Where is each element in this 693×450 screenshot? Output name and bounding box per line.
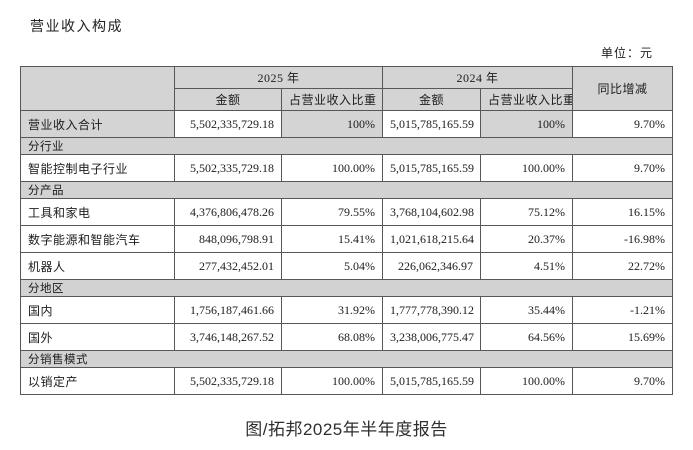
cell-amount-2024: 3,768,104,602.98 — [382, 198, 482, 226]
cell-amount-2025: 4,376,806,478.26 — [174, 198, 282, 226]
cell-ratio-2024: 20.37% — [480, 225, 574, 253]
section-row: 分地区 — [19, 279, 674, 297]
revenue-table-header: 2025 年 2024 年 同比增减 金额 占营业收入比重 金额 占营业收入比重 — [20, 66, 674, 111]
cell-amount-2024: 3,238,006,775.47 — [382, 323, 482, 351]
unit-label: 单位：元 — [600, 46, 653, 60]
cell-yoy: -1.21% — [572, 296, 674, 324]
row-label: 工具和家电 — [20, 198, 175, 226]
row-label: 营业收入合计 — [20, 110, 175, 138]
cell-ratio-2025: 68.08% — [280, 323, 384, 351]
table-row: 机器人 277,432,452.01 5.04% 226,062,346.97 4.51… — [20, 252, 674, 280]
section-row: 分行业 — [19, 137, 674, 155]
cell-amount-2024: 1,021,618,215.64 — [382, 225, 482, 253]
row-label: 国外 — [20, 323, 175, 351]
cell-ratio-2024: 4.51% — [480, 252, 574, 280]
revenue-table-body: 营业收入合计 5,502,335,729.18 100% 5,015,785,165.… — [19, 110, 674, 395]
header-year-2025: 2025 年 — [173, 66, 384, 89]
table-row: 数字能源和智能汽车 848,096,798.91 15.41% 1,021,618,2… — [20, 225, 674, 253]
header-year-2024: 2024 年 — [382, 66, 574, 89]
table-row: 工具和家电 4,376,806,478.26 79.55% 3,768,104,602… — [20, 198, 674, 226]
page-title: 营业收入构成 — [30, 20, 123, 35]
cell-amount-2024: 226,062,346.97 — [382, 252, 482, 280]
cell-ratio-2024: 35.44% — [480, 296, 574, 324]
header-yoy: 同比增减 — [572, 66, 674, 111]
header-row-subcols: 金额 占营业收入比重 金额 占营业收入比重 — [21, 88, 673, 111]
cell-ratio-2024: 75.12% — [480, 198, 574, 226]
section-label: 分行业 — [19, 137, 674, 155]
section-label: 分销售模式 — [19, 350, 674, 368]
cell-ratio-2025: 100.00% — [280, 367, 384, 395]
header-amount-2025: 金额 — [174, 88, 282, 111]
section-row: 分产品 — [19, 181, 674, 199]
cell-yoy: 16.15% — [572, 198, 674, 226]
section-label: 分地区 — [19, 279, 674, 297]
row-label: 数字能源和智能汽车 — [20, 225, 175, 253]
cell-ratio-2024: 100.00% — [480, 367, 574, 395]
cell-amount-2024: 5,015,785,165.59 — [382, 367, 482, 395]
section-label: 分产品 — [19, 181, 674, 199]
table-row: 以销定产 5,502,335,729.18 100.00% 5,015,785,165… — [20, 367, 674, 395]
cell-amount-2025: 3,746,148,267.52 — [174, 323, 282, 351]
header-ratio-2024: 占营业收入比重 — [480, 88, 574, 111]
table-row: 国内 1,756,187,461.66 31.92% 1,777,778,390.12… — [20, 296, 674, 324]
cell-amount-2024: 1,777,778,390.12 — [382, 296, 482, 324]
cell-yoy: 9.70% — [572, 154, 674, 182]
cell-amount-2025: 5,502,335,729.18 — [174, 110, 282, 138]
cell-yoy: 15.69% — [572, 323, 674, 351]
cell-amount-2025: 1,756,187,461.66 — [174, 296, 282, 324]
header-amount-2024: 金额 — [382, 88, 482, 111]
row-label: 智能控制电子行业 — [20, 154, 175, 182]
image-caption: 图/拓邦2025年半年度报告 — [245, 420, 448, 439]
cell-amount-2025: 5,502,335,729.18 — [174, 154, 282, 182]
table-row: 营业收入合计 5,502,335,729.18 100% 5,015,785,165.… — [20, 110, 674, 138]
cell-ratio-2024: 64.56% — [480, 323, 574, 351]
cell-amount-2025: 5,502,335,729.18 — [174, 367, 282, 395]
cell-yoy: 22.72% — [572, 252, 674, 280]
header-row-years: 2025 年 2024 年 同比增减 — [20, 66, 674, 111]
cell-ratio-2025: 15.41% — [280, 225, 384, 253]
revenue-table: 2025 年 2024 年 同比增减 金额 占营业收入比重 金额 占营业收入比重… — [19, 66, 674, 395]
section-row: 分销售模式 — [19, 350, 674, 368]
header-ratio-2025: 占营业收入比重 — [280, 88, 384, 111]
table-row: 智能控制电子行业 5,502,335,729.18 100.00% 5,015,785… — [20, 154, 674, 182]
cell-yoy: 9.70% — [572, 367, 674, 395]
cell-amount-2025: 848,096,798.91 — [174, 225, 282, 253]
cell-ratio-2024: 100% — [480, 110, 574, 138]
cell-ratio-2025: 100% — [280, 110, 384, 138]
cell-ratio-2025: 5.04% — [280, 252, 384, 280]
cell-ratio-2025: 31.92% — [280, 296, 384, 324]
cell-yoy: -16.98% — [572, 225, 674, 253]
cell-ratio-2025: 79.55% — [280, 198, 384, 226]
row-label: 国内 — [20, 296, 175, 324]
cell-ratio-2024: 100.00% — [480, 154, 574, 182]
cell-amount-2025: 277,432,452.01 — [174, 252, 282, 280]
row-label: 机器人 — [20, 252, 175, 280]
cell-amount-2024: 5,015,785,165.59 — [382, 154, 482, 182]
cell-amount-2024: 5,015,785,165.59 — [382, 110, 482, 138]
header-empty-cell — [20, 66, 175, 111]
row-label: 以销定产 — [20, 367, 175, 395]
table-row: 国外 3,746,148,267.52 68.08% 3,238,006,775.47… — [20, 323, 674, 351]
cell-yoy: 9.70% — [572, 110, 674, 138]
cell-ratio-2025: 100.00% — [280, 154, 384, 182]
